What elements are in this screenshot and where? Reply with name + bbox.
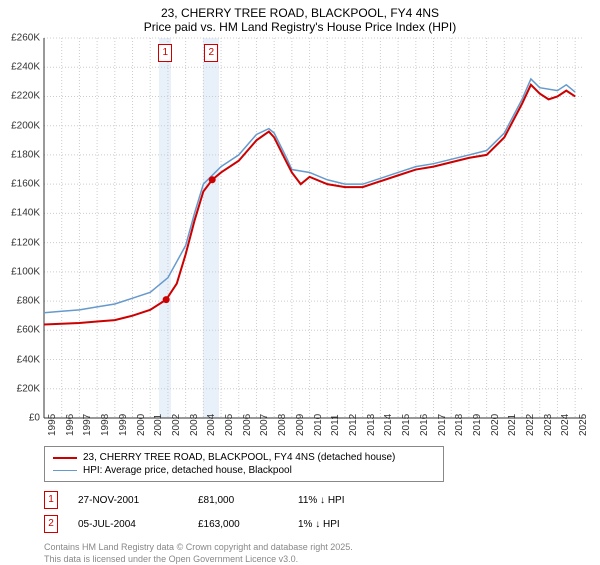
x-axis-label: 2000 xyxy=(136,414,147,436)
legend-label: 23, CHERRY TREE ROAD, BLACKPOOL, FY4 4NS… xyxy=(83,452,395,463)
x-axis-label: 1997 xyxy=(82,414,93,436)
x-axis-label: 2002 xyxy=(171,414,182,436)
x-axis-label: 1998 xyxy=(100,414,111,436)
legend-item: 23, CHERRY TREE ROAD, BLACKPOOL, FY4 4NS… xyxy=(53,451,435,464)
y-axis-label: £240K xyxy=(11,62,40,73)
x-axis-label: 2014 xyxy=(383,414,394,436)
y-axis-label: £180K xyxy=(11,149,40,160)
x-axis-label: 2015 xyxy=(401,414,412,436)
chart-plot-area: £0£20K£40K£60K£80K£100K£120K£140K£160K£1… xyxy=(44,38,584,418)
legend-item: HPI: Average price, detached house, Blac… xyxy=(53,464,435,477)
chart-title: 23, CHERRY TREE ROAD, BLACKPOOL, FY4 4NS xyxy=(0,0,600,20)
y-axis-label: £0 xyxy=(29,413,40,424)
footer-line-2: This data is licensed under the Open Gov… xyxy=(44,554,600,565)
x-axis-label: 2011 xyxy=(330,414,341,436)
x-axis-label: 2024 xyxy=(560,414,571,436)
sale-marker: 2 xyxy=(204,44,218,62)
x-axis-label: 2010 xyxy=(313,414,324,436)
footer-text: Contains HM Land Registry data © Crown c… xyxy=(44,542,600,565)
chart-subtitle: Price paid vs. HM Land Registry's House … xyxy=(0,20,600,38)
y-axis-label: £40K xyxy=(17,354,40,365)
transaction-marker: 2 xyxy=(44,515,58,533)
x-axis-label: 2007 xyxy=(259,414,270,436)
y-axis-label: £60K xyxy=(17,325,40,336)
x-axis-label: 2020 xyxy=(490,414,501,436)
x-axis-label: 2013 xyxy=(366,414,377,436)
transaction-date: 27-NOV-2001 xyxy=(78,495,178,506)
y-axis-label: £100K xyxy=(11,266,40,277)
x-axis-label: 2005 xyxy=(224,414,235,436)
y-axis-label: £120K xyxy=(11,237,40,248)
x-axis-label: 1999 xyxy=(118,414,129,436)
x-axis-label: 2004 xyxy=(206,414,217,436)
transaction-marker: 1 xyxy=(44,491,58,509)
x-axis-label: 2025 xyxy=(578,414,589,436)
y-axis-label: £160K xyxy=(11,179,40,190)
x-axis-label: 2017 xyxy=(437,414,448,436)
transaction-row: 1 27-NOV-2001 £81,000 11% ↓ HPI xyxy=(44,488,600,512)
x-axis-label: 2001 xyxy=(153,414,164,436)
x-axis-label: 2008 xyxy=(277,414,288,436)
x-axis-label: 2009 xyxy=(295,414,306,436)
transaction-row: 2 05-JUL-2004 £163,000 1% ↓ HPI xyxy=(44,512,600,536)
sale-marker: 1 xyxy=(158,44,172,62)
x-axis-label: 2023 xyxy=(543,414,554,436)
x-axis-label: 2018 xyxy=(454,414,465,436)
x-axis-label: 2019 xyxy=(472,414,483,436)
x-axis-label: 2003 xyxy=(189,414,200,436)
transaction-price: £163,000 xyxy=(198,519,278,530)
y-axis-label: £220K xyxy=(11,91,40,102)
transaction-price: £81,000 xyxy=(198,495,278,506)
y-axis-label: £140K xyxy=(11,208,40,219)
transactions-table: 1 27-NOV-2001 £81,000 11% ↓ HPI2 05-JUL-… xyxy=(44,488,600,536)
x-axis-label: 2006 xyxy=(242,414,253,436)
x-axis-label: 2016 xyxy=(419,414,430,436)
legend-swatch xyxy=(53,457,77,459)
y-axis-label: £200K xyxy=(11,120,40,131)
x-axis-label: 2012 xyxy=(348,414,359,436)
x-axis-label: 2021 xyxy=(507,414,518,436)
y-axis-label: £20K xyxy=(17,383,40,394)
y-axis-label: £80K xyxy=(17,296,40,307)
transaction-pct: 1% ↓ HPI xyxy=(298,519,378,530)
footer-line-1: Contains HM Land Registry data © Crown c… xyxy=(44,542,600,554)
x-axis-label: 1996 xyxy=(65,414,76,436)
x-axis-label: 1995 xyxy=(47,414,58,436)
legend-box: 23, CHERRY TREE ROAD, BLACKPOOL, FY4 4NS… xyxy=(44,446,444,482)
x-axis-label: 2022 xyxy=(525,414,536,436)
legend-swatch xyxy=(53,470,77,472)
transaction-pct: 11% ↓ HPI xyxy=(298,495,378,506)
y-axis-label: £260K xyxy=(11,33,40,44)
legend-label: HPI: Average price, detached house, Blac… xyxy=(83,465,292,476)
transaction-date: 05-JUL-2004 xyxy=(78,519,178,530)
